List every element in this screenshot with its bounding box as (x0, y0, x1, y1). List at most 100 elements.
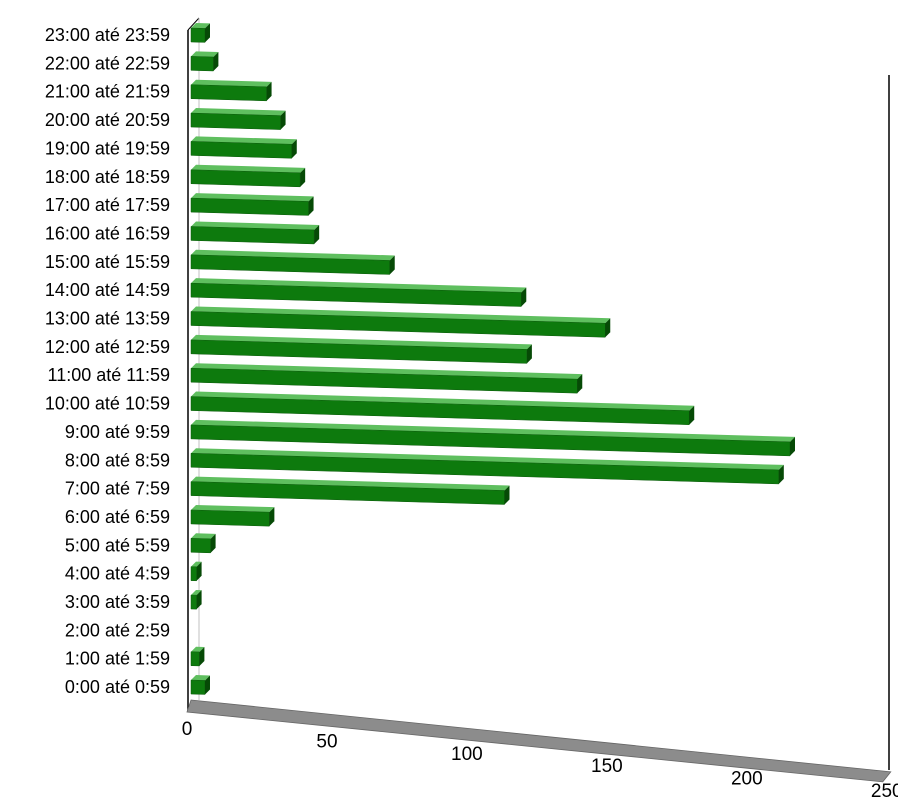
category-label: 11:00 até 11:59 (48, 365, 170, 385)
x-tick-label: 100 (451, 744, 483, 765)
bar (190, 51, 219, 72)
bar-top-face (191, 448, 784, 470)
bar-top-face (191, 136, 297, 145)
bar (190, 646, 205, 667)
bar-end-face (266, 81, 272, 101)
bar (190, 249, 395, 275)
category-label: 20:00 até 20:59 (45, 110, 170, 130)
bar-front-face (190, 566, 197, 582)
x-tick-label: 0 (182, 719, 193, 740)
bar-top-face (191, 306, 611, 324)
bar (190, 23, 210, 43)
chart-floor (186, 699, 892, 783)
x-tick-label: 250 (871, 781, 898, 802)
x-tick-label: 150 (591, 756, 623, 777)
wall-top-edge (187, 17, 200, 31)
bars-group (190, 23, 795, 695)
bar-top-face (191, 23, 210, 29)
x-tick-labels: 0 50 100 150 200 250 (182, 719, 898, 802)
bar-top-face (191, 278, 527, 293)
bar-end-face (314, 224, 320, 244)
category-label: 13:00 até 13:59 (45, 309, 170, 329)
bar (190, 561, 202, 582)
bar-end-face (526, 344, 532, 364)
bar-end-face (196, 561, 202, 581)
category-label: 4:00 até 4:59 (65, 564, 170, 584)
category-label: 1:00 até 1:59 (65, 649, 170, 669)
bar-end-face (291, 139, 297, 159)
bar-front-face (190, 141, 293, 159)
bar-end-face (204, 675, 210, 695)
bar (190, 164, 306, 188)
bar-end-face (521, 287, 527, 307)
bar-front-face (190, 509, 270, 527)
category-label: 18:00 até 18:59 (45, 167, 170, 187)
bar (190, 675, 210, 695)
bar-end-face (778, 464, 784, 484)
bar-front-face (190, 112, 281, 130)
category-labels: 0:00 até 0:59 1:00 até 1:59 2:00 até 2:59 3… (45, 25, 170, 697)
category-label: 14:00 até 14:59 (45, 280, 170, 300)
bar (190, 334, 532, 364)
bar-end-face (605, 318, 611, 338)
x-tick-label: 200 (731, 769, 763, 790)
bar (190, 533, 216, 554)
bar-top-face (191, 193, 314, 202)
bar-top-face (191, 334, 532, 350)
bar (190, 221, 320, 245)
bar-front-face (190, 27, 206, 43)
bar-top-face (191, 249, 395, 261)
bar-top-face (191, 533, 216, 539)
bar-front-face (190, 594, 197, 610)
bar-end-face (577, 374, 583, 394)
category-label: 2:00 até 2:59 (65, 620, 170, 640)
bar (190, 590, 202, 610)
bar (190, 391, 695, 425)
category-label: 10:00 até 10:59 (45, 394, 170, 414)
bar (190, 108, 286, 130)
bar (190, 419, 795, 457)
category-label: 17:00 até 17:59 (45, 195, 170, 215)
bar-front-face (190, 84, 267, 102)
bar-end-face (504, 485, 510, 505)
bar-end-face (204, 23, 210, 43)
bar-front-face (190, 169, 301, 188)
bar-end-face (308, 196, 314, 216)
bar-front-face (190, 56, 214, 72)
bar-end-face (196, 590, 202, 610)
bar-top-face (191, 646, 205, 652)
bar-end-face (280, 110, 286, 130)
category-label: 23:00 até 23:59 (45, 25, 170, 45)
category-label: 8:00 até 8:59 (65, 450, 170, 470)
bar-top-face (191, 51, 219, 57)
bar-top-face (191, 419, 795, 442)
bar-top-face (191, 590, 202, 596)
category-label: 16:00 até 16:59 (45, 223, 170, 243)
bar (190, 306, 611, 338)
bar-end-face (199, 646, 205, 666)
bar-end-face (790, 436, 795, 456)
bar (190, 278, 527, 307)
category-label: 22:00 até 22:59 (45, 53, 170, 73)
category-label: 0:00 até 0:59 (65, 677, 170, 697)
category-label: 19:00 até 19:59 (45, 138, 170, 158)
bar (190, 448, 784, 485)
bar (190, 79, 272, 102)
bar-end-face (689, 405, 695, 425)
bar (190, 193, 314, 216)
bar (190, 476, 510, 505)
bar-top-face (191, 675, 210, 681)
bar-end-face (389, 255, 395, 275)
bar-end-face (300, 167, 306, 187)
bar-end-face (269, 507, 275, 527)
bar-top-face (191, 561, 202, 567)
bar-top-face (191, 391, 695, 411)
category-label: 15:00 até 15:59 (45, 252, 170, 272)
bar-top-face (191, 363, 583, 380)
bar-front-face (190, 651, 200, 667)
x-tick-label: 50 (316, 731, 337, 752)
category-label: 9:00 até 9:59 (65, 422, 170, 442)
bar-end-face (210, 533, 216, 553)
category-label: 7:00 até 7:59 (65, 479, 170, 499)
